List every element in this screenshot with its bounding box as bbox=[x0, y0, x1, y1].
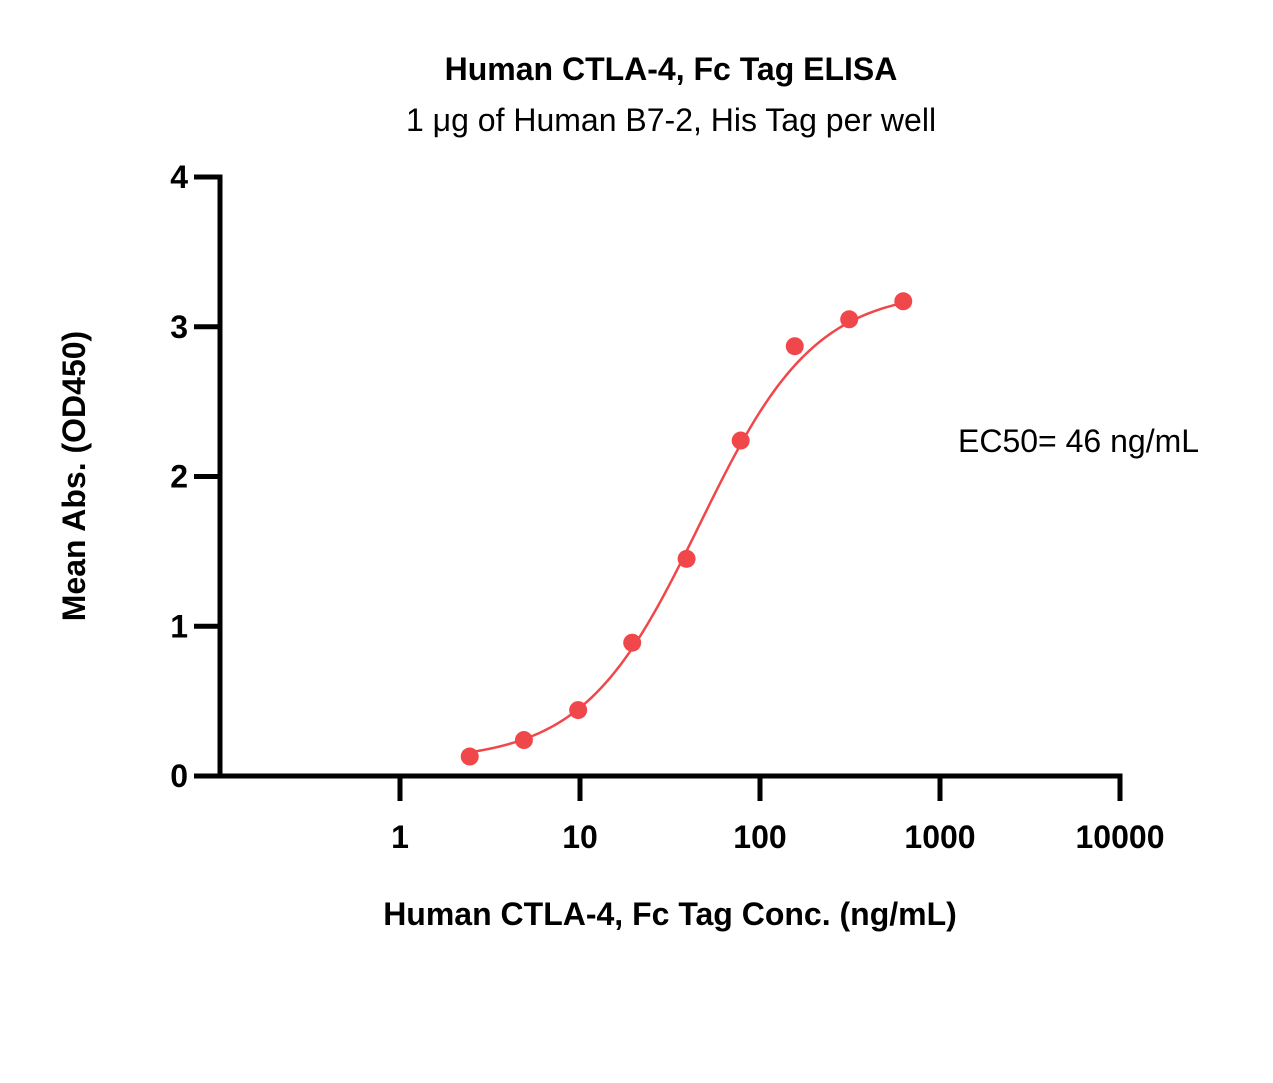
fit-curve bbox=[469, 301, 904, 754]
y-tick-label: 2 bbox=[170, 459, 188, 495]
x-tick-label: 1000 bbox=[904, 819, 975, 855]
x-tick-label: 10 bbox=[562, 819, 598, 855]
axes bbox=[217, 174, 1123, 779]
y-ticks: 0 1 2 3 4 bbox=[170, 159, 220, 794]
data-point bbox=[785, 337, 804, 356]
chart-subtitle: 1 μg of Human B7-2, His Tag per well bbox=[406, 102, 936, 138]
x-tick-label: 10000 bbox=[1076, 819, 1165, 855]
data-point bbox=[460, 747, 479, 766]
data-point bbox=[623, 633, 642, 652]
data-point bbox=[894, 292, 913, 311]
y-axis-label: Mean Abs. (OD450) bbox=[56, 331, 92, 621]
data-point bbox=[731, 431, 750, 450]
x-tick-label: 100 bbox=[733, 819, 786, 855]
data-point bbox=[514, 731, 533, 750]
ec50-annotation: EC50= 46 ng/mL bbox=[958, 423, 1199, 459]
x-tick-label: 1 bbox=[391, 819, 409, 855]
chart-title: Human CTLA-4, Fc Tag ELISA bbox=[445, 51, 898, 87]
data-point bbox=[840, 310, 859, 329]
y-tick-label: 0 bbox=[170, 758, 188, 794]
x-ticks: 1 10 100 1000 10000 bbox=[391, 776, 1164, 855]
data-points bbox=[460, 292, 913, 766]
x-axis-label: Human CTLA-4, Fc Tag Conc. (ng/mL) bbox=[383, 896, 957, 932]
y-tick-label: 3 bbox=[170, 309, 188, 345]
data-point bbox=[677, 549, 696, 568]
y-tick-label: 1 bbox=[170, 608, 188, 644]
data-point bbox=[569, 701, 588, 720]
y-tick-label: 4 bbox=[170, 159, 188, 195]
